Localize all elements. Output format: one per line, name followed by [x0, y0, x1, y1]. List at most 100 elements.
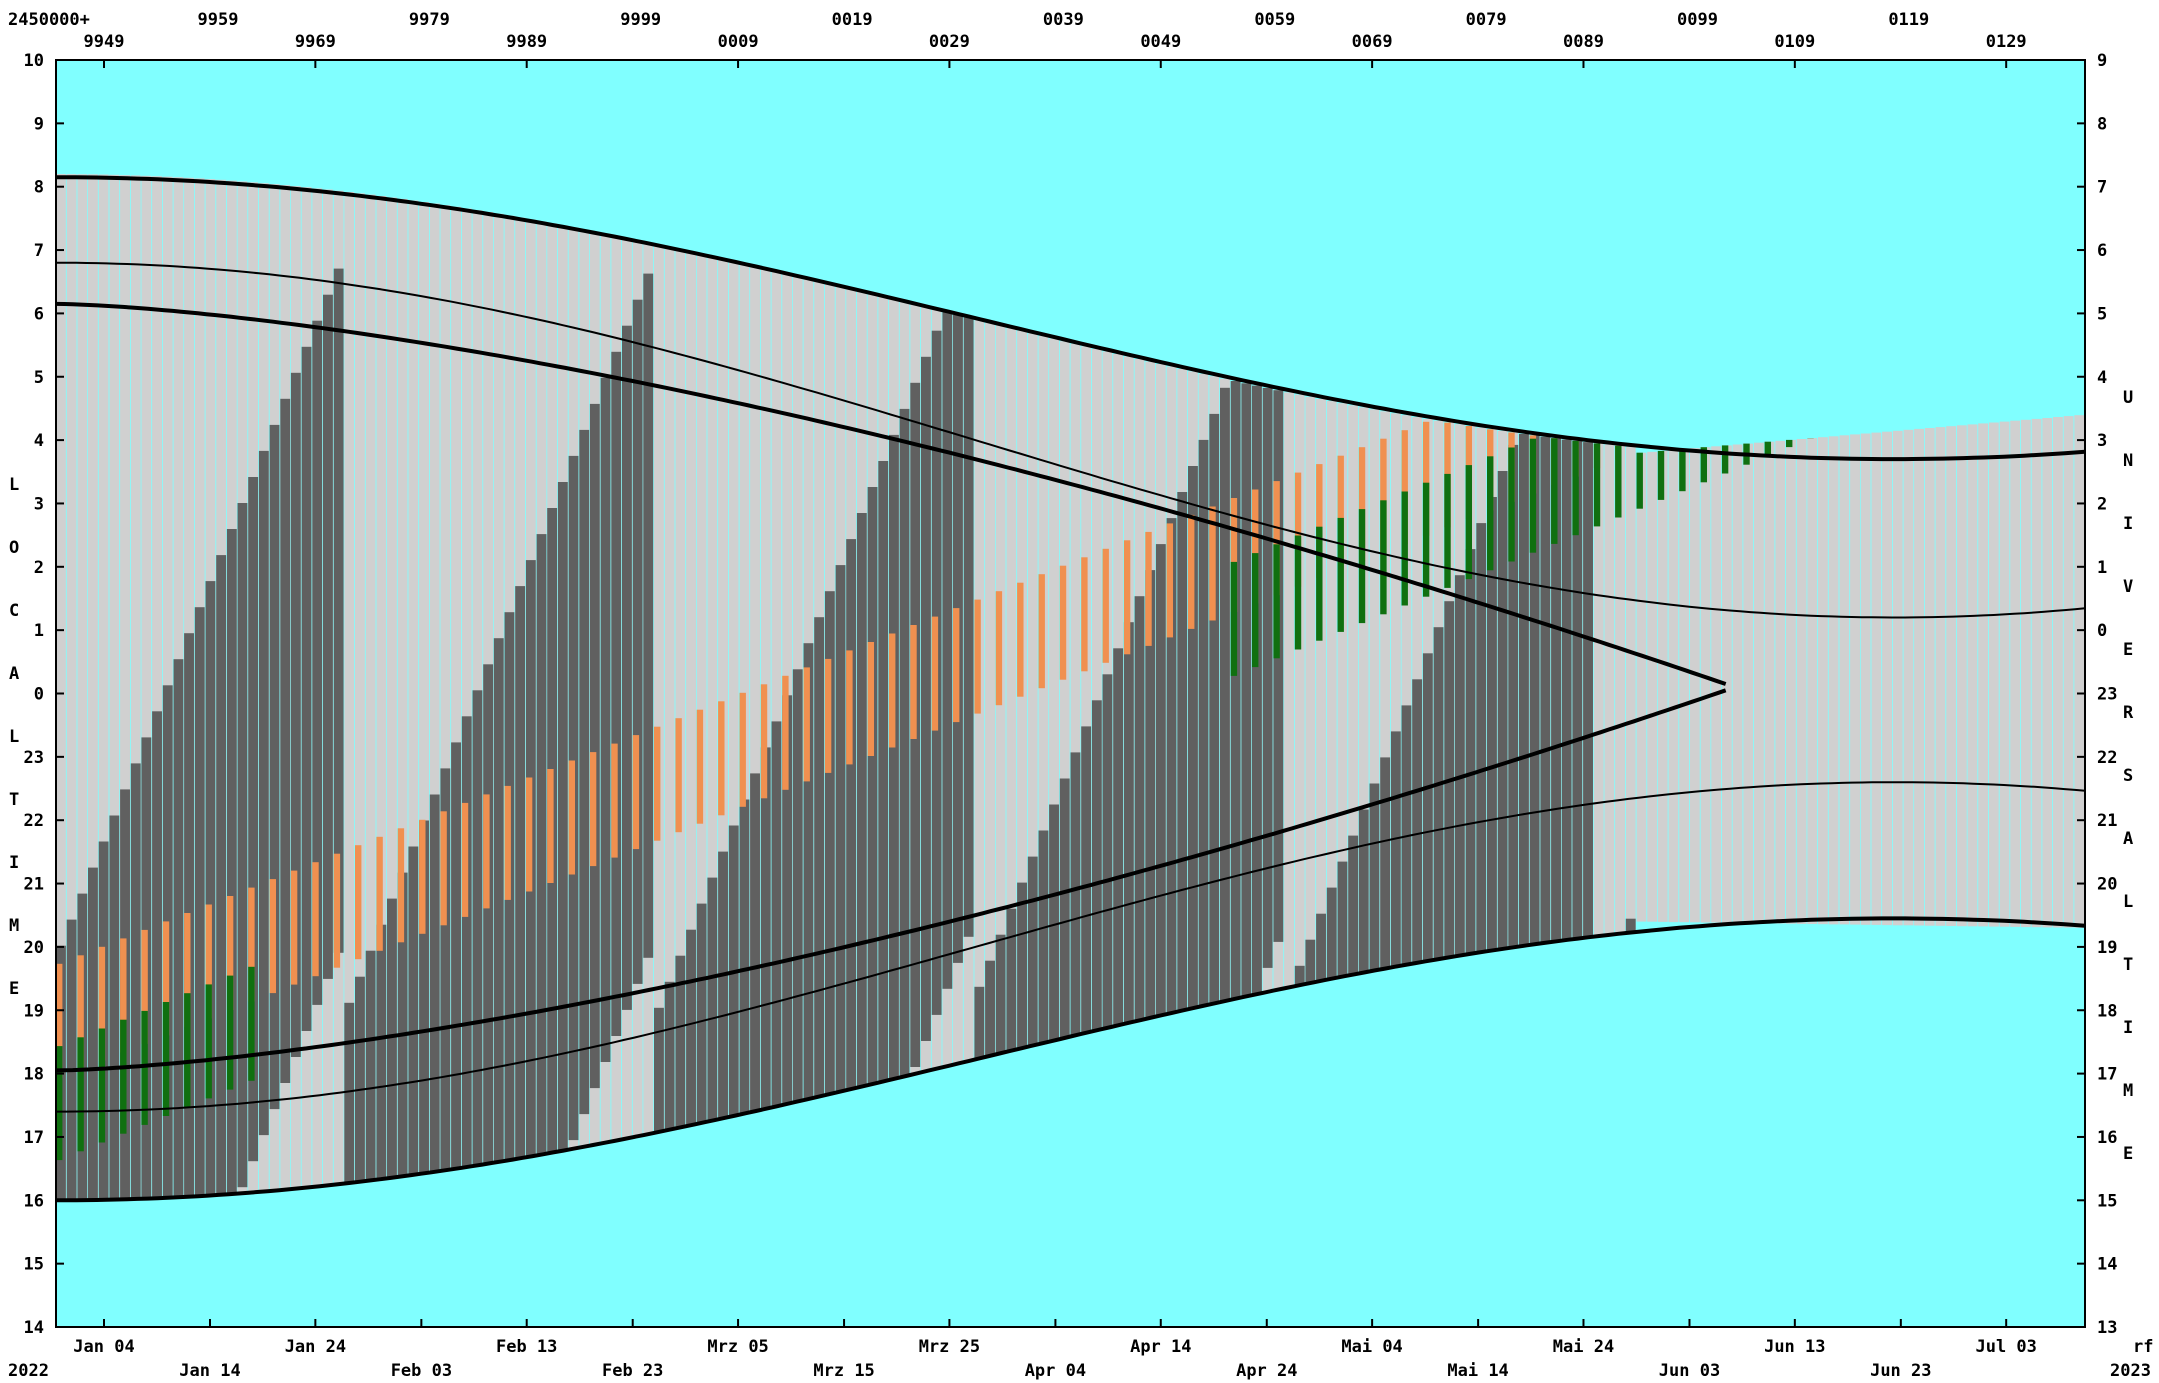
moon-up-block: [88, 867, 98, 1200]
right-axis-letter: R: [2123, 703, 2134, 723]
planet-stripe: [1102, 548, 1109, 663]
planet-stripe-green: [162, 1002, 170, 1116]
moon-up-block: [1155, 544, 1166, 1016]
left-axis-letter: M: [9, 916, 19, 936]
jd-bottom-label: 0029: [929, 32, 970, 52]
planet-stripe-green: [1230, 561, 1238, 676]
night-column: [1807, 438, 1818, 924]
left-tick-label: 6: [34, 304, 44, 324]
moon-up-block: [1561, 439, 1572, 940]
year-end-label: 2023: [2110, 1361, 2151, 1381]
sunrise-curve: [56, 175, 2086, 462]
right-axis-letter: U: [2123, 388, 2133, 408]
left-tick-label: 21: [24, 875, 44, 895]
night-column: [1401, 415, 1412, 965]
planet-stripe: [1380, 438, 1387, 553]
left-tick-label: 10: [24, 51, 44, 71]
planet-stripe-green: [1593, 443, 1601, 527]
night-column: [686, 251, 696, 1126]
moon-up-block: [1241, 383, 1252, 997]
planet-stripe-green: [77, 1037, 84, 1152]
moon-up-block: [1487, 497, 1497, 951]
moon-up-block: [792, 669, 803, 1102]
night-column: [1796, 439, 1807, 924]
night-column: [88, 174, 98, 1200]
jd-bottom-label: 9969: [295, 32, 336, 52]
right-tick-label: 2: [2097, 494, 2107, 514]
night-column: [77, 174, 88, 1201]
moon-up-block: [397, 872, 408, 1177]
night-column: [1828, 436, 1839, 925]
moon-up-block: [1572, 440, 1583, 939]
moon-up-block: [675, 955, 686, 1128]
right-axis-letter: N: [2123, 451, 2133, 471]
moon-up-block: [803, 643, 814, 1099]
planet-stripe: [269, 879, 277, 994]
planet-stripe-green: [1273, 544, 1280, 659]
night-column: [2053, 417, 2063, 928]
moon-up-block: [515, 586, 526, 1159]
night-column: [771, 271, 782, 1107]
planet-stripe: [98, 946, 106, 1061]
right-tick-label: 0: [2097, 621, 2107, 641]
planet-stripe: [760, 684, 768, 799]
left-tick-label: 4: [34, 431, 44, 451]
night-bands: [56, 174, 2085, 1201]
jd-bottom-label: 9949: [84, 32, 125, 52]
date-lower-label: Apr 04: [1025, 1361, 1086, 1381]
right-tick-label: 23: [2097, 685, 2117, 705]
night-column: [1850, 434, 1860, 925]
moon-up-block: [1198, 439, 1209, 1006]
night-column: [387, 197, 397, 1178]
right-tick-label: 19: [2097, 938, 2117, 958]
planet-stripe-green: [1700, 447, 1708, 483]
planet-stripe: [568, 760, 576, 875]
night-column: [472, 210, 483, 1166]
moon-up-block: [226, 529, 237, 1194]
planet-stripe: [910, 625, 917, 739]
moon-up-block: [867, 487, 878, 1084]
night-column: [56, 174, 66, 1201]
night-column: [1679, 449, 1690, 923]
planet-stripe: [312, 862, 319, 977]
date-lower-label: Feb 23: [602, 1361, 663, 1381]
moon-up-block: [1454, 575, 1465, 956]
astronomical-dawn-curve: [55, 301, 1727, 686]
right-axis-letter: I: [2123, 514, 2133, 534]
planet-stripe-green: [226, 975, 234, 1090]
planet-stripe: [718, 701, 725, 816]
moon-up-block: [323, 294, 333, 979]
planet-stripe: [1081, 557, 1088, 672]
night-column: [1882, 431, 1892, 926]
planet-stripe-green: [98, 1028, 106, 1143]
moon-up-block: [579, 429, 590, 1115]
moon-up-block: [130, 763, 141, 1199]
moon-up-block: [1188, 466, 1198, 1009]
moon-up-block: [1145, 570, 1156, 1018]
left-tick-label: 5: [34, 368, 44, 388]
moon-up-block: [654, 1007, 664, 1132]
right-tick-label: 14: [2097, 1255, 2117, 1275]
night-column: [1764, 441, 1775, 924]
jd-bottom-label: 0129: [1986, 32, 2027, 52]
night-column: [141, 175, 152, 1199]
moon-up-block: [963, 317, 974, 937]
night-column: [1786, 439, 1796, 924]
left-tick-label: 19: [24, 1001, 44, 1021]
moon-up-block: [1209, 413, 1220, 1004]
moon-up-block: [782, 695, 793, 1104]
moon-up-block: [440, 768, 451, 1171]
moon-up-block: [824, 591, 835, 1094]
night-column: [1380, 411, 1391, 969]
right-axis-letter: I: [2123, 1018, 2133, 1038]
date-upper-label: Apr 14: [1130, 1337, 1191, 1357]
moon-up-block: [258, 450, 269, 1136]
moon-up-block: [312, 320, 323, 1005]
left-axis-letter: I: [9, 853, 19, 873]
moon-up-block: [419, 820, 429, 1174]
moon-up-block: [760, 747, 771, 1109]
date-upper-label: Mai 04: [1341, 1337, 1402, 1357]
night-column: [66, 174, 77, 1201]
planet-stripe: [1230, 498, 1238, 612]
